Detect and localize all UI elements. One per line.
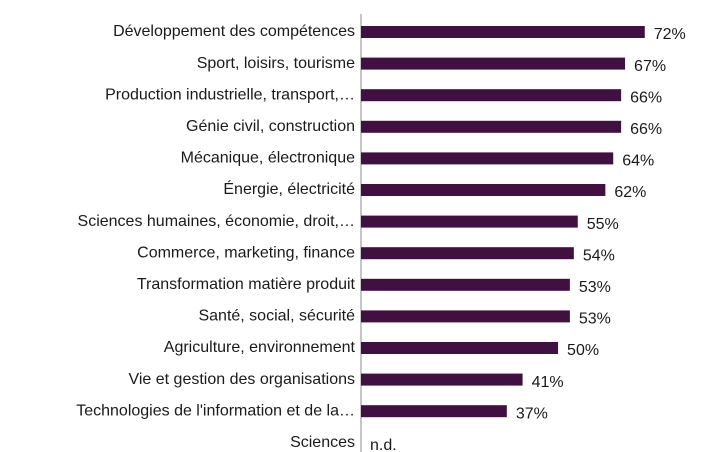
bar — [361, 184, 606, 196]
category-label: Sport, loisirs, tourisme — [197, 55, 355, 72]
bar — [361, 89, 622, 102]
category-label: Agriculture, environnement — [164, 339, 356, 356]
category-label: Sciences humaines, économie, droit,… — [78, 213, 355, 230]
bar — [361, 405, 507, 418]
bar — [361, 373, 523, 386]
bar — [361, 57, 626, 70]
value-label: 50% — [567, 342, 599, 359]
value-label: 37% — [516, 405, 548, 422]
category-label: Énergie, électricité — [223, 179, 355, 198]
value-label: 64% — [622, 153, 654, 170]
value-label: 67% — [634, 58, 666, 75]
value-label: 54% — [583, 247, 615, 264]
value-label: 72% — [654, 26, 686, 43]
category-label: Santé, social, sécurité — [198, 308, 355, 325]
value-label: 41% — [532, 374, 564, 391]
value-label: 55% — [587, 216, 619, 233]
bar — [361, 278, 570, 291]
value-label: 62% — [614, 184, 646, 201]
bar — [361, 342, 559, 354]
value-label: 66% — [630, 89, 662, 106]
category-label: Génie civil, construction — [186, 118, 355, 135]
bar — [361, 247, 574, 260]
value-label: 53% — [579, 279, 611, 296]
bar — [361, 215, 578, 228]
category-label: Vie et gestion des organisations — [128, 371, 355, 388]
category-label: Commerce, marketing, finance — [137, 244, 355, 261]
bar — [361, 310, 570, 323]
category-label: Technologies de l'information et de la… — [76, 402, 355, 419]
value-label: 66% — [630, 121, 662, 138]
category-label: Transformation matière produit — [137, 276, 356, 293]
category-label: Production industrielle, transport,… — [105, 86, 355, 103]
bar — [361, 152, 614, 165]
bar — [361, 120, 622, 133]
category-label: Sciences — [290, 434, 355, 451]
value-label: n.d. — [370, 437, 397, 452]
bar — [361, 26, 645, 38]
value-label: 53% — [579, 311, 611, 328]
category-label: Mécanique, électronique — [181, 150, 355, 167]
category-label: Développement des compétences — [113, 23, 355, 40]
